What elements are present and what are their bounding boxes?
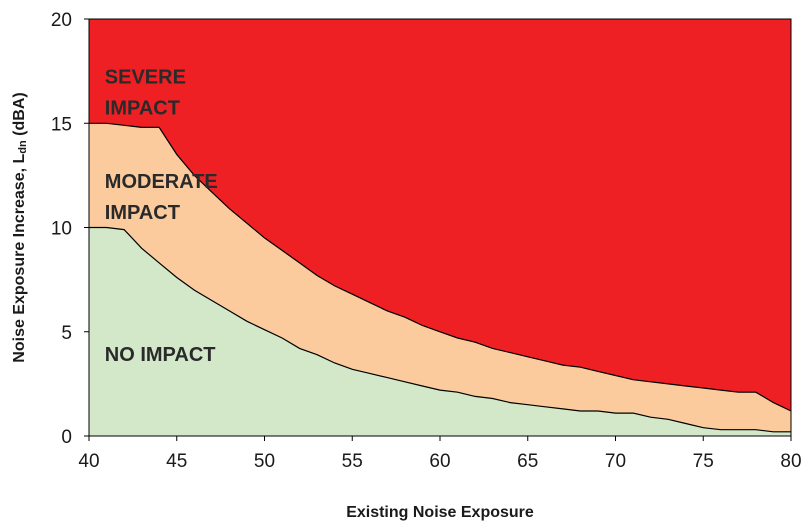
x-axis-title: Existing Noise Exposure — [346, 504, 534, 521]
y-tick-label: 15 — [51, 114, 72, 135]
severe-impact-label: SEVERE — [105, 67, 186, 89]
none-impact-label: NO IMPACT — [105, 344, 216, 366]
moderate-impact-label: IMPACT — [105, 202, 180, 224]
y-tick-label: 10 — [51, 219, 72, 240]
y-axis-title-main: Noise Exposure Increase, L — [11, 154, 28, 363]
x-tick-label: 75 — [693, 451, 714, 472]
y-axis-title-unit: (dBA) — [11, 92, 28, 140]
x-tick-label: 80 — [780, 451, 801, 472]
y-axis-title: Noise Exposure Increase, Ldn (dBA) — [11, 92, 29, 362]
y-tick-label: 20 — [51, 10, 72, 31]
y-tick-label: 0 — [61, 427, 72, 448]
no-impact-area — [89, 227, 791, 436]
x-tick-label: 50 — [254, 451, 275, 472]
moderate-threshold-line — [89, 226, 791, 433]
severe-threshold-line — [89, 122, 792, 412]
severe-impact-label: IMPACT — [105, 98, 180, 120]
x-tick-label: 60 — [429, 451, 450, 472]
x-tick-label: 70 — [605, 451, 626, 472]
x-tick-label: 55 — [342, 451, 363, 472]
x-tick-label: 65 — [517, 451, 538, 472]
x-tick-label: 40 — [78, 451, 99, 472]
x-tick-label: 45 — [166, 451, 187, 472]
y-axis-title-subscript: dn — [17, 140, 29, 154]
y-tick-label: 5 — [61, 323, 72, 344]
moderate-impact-label: MODERATE — [105, 171, 218, 193]
